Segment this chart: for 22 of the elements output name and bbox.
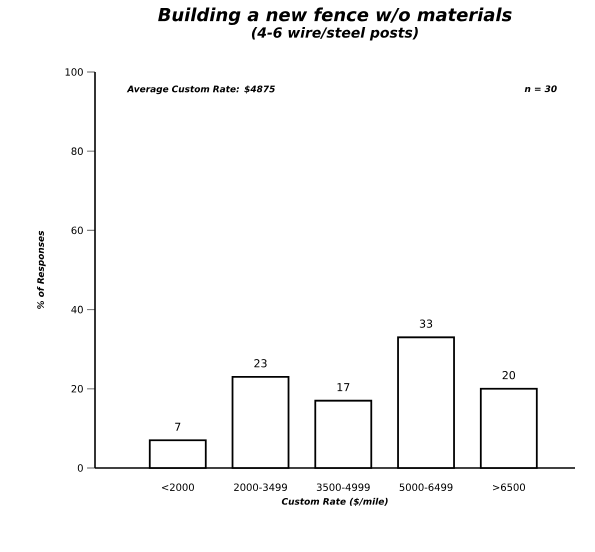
x-tick-label: 5000-6499 <box>400 483 452 491</box>
x-axis-title: Custom Rate ($/mile) <box>282 498 388 506</box>
y-axis-title: % of Responses <box>37 230 46 309</box>
data-label: 20 <box>502 371 516 380</box>
annotation: n = 30 <box>524 85 557 92</box>
y-tick-label: 20 <box>72 385 83 393</box>
data-label: 7 <box>175 422 180 431</box>
y-tick-label: 40 <box>71 306 83 314</box>
y-tick-label: 100 <box>66 68 83 76</box>
data-label: 23 <box>254 359 267 368</box>
chart-title: Building a new fence w/o materials <box>158 8 512 26</box>
chart-subtitle: (4-6 wire/steel posts) <box>252 27 418 40</box>
data-label: 17 <box>338 383 350 392</box>
y-tick-label: 0 <box>78 464 83 472</box>
data-label: 33 <box>420 320 432 328</box>
x-tick-label: 2000-3499 <box>234 483 287 491</box>
x-tick-label: >6500 <box>493 483 525 491</box>
y-tick-label: 60 <box>72 226 83 234</box>
annotation: Average Custom Rate: $4875 <box>126 85 275 94</box>
y-tick-label: 80 <box>72 147 83 155</box>
x-tick-label: 3500-4999 <box>316 483 370 491</box>
x-tick-label: <2000 <box>162 483 194 491</box>
